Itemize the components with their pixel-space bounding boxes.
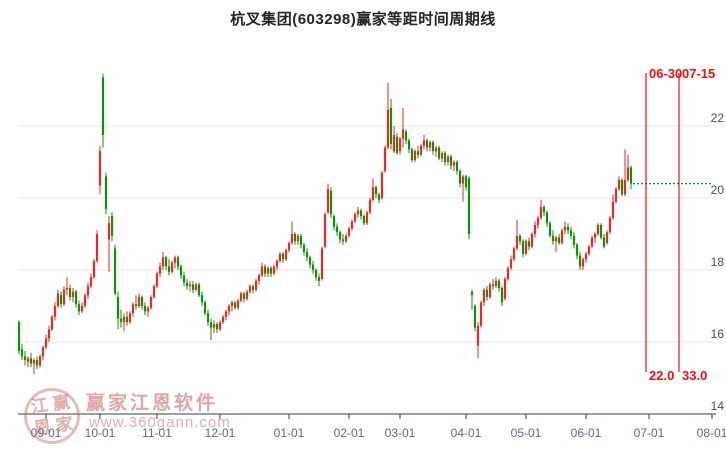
x-axis-label: 03-01 bbox=[384, 426, 416, 440]
x-axis-label: 05-01 bbox=[510, 426, 542, 440]
x-axis-label: 08-01 bbox=[696, 426, 726, 440]
x-axis-label: 07-01 bbox=[633, 426, 665, 440]
y-axis-label: 20 bbox=[710, 183, 724, 197]
x-axis-label: 09-01 bbox=[30, 426, 62, 440]
x-axis-label: 01-01 bbox=[273, 426, 305, 440]
y-axis-label: 22 bbox=[710, 111, 724, 125]
x-axis-label: 02-01 bbox=[333, 426, 365, 440]
x-axis-label: 06-01 bbox=[570, 426, 602, 440]
page-title: 杭叉集团(603298)赢家等距时间周期线 bbox=[230, 11, 496, 28]
y-axis-label: 14 bbox=[710, 399, 724, 413]
cycle-line-value-label: 22.0 bbox=[649, 368, 675, 383]
y-axis-label: 18 bbox=[710, 255, 724, 269]
x-axis-label: 12-01 bbox=[204, 426, 236, 440]
cycle-line-value-label: 33.0 bbox=[682, 368, 708, 383]
y-axis-label: 16 bbox=[710, 327, 724, 341]
cycle-line-date-label: 07-15 bbox=[682, 66, 716, 81]
x-axis-label: 04-01 bbox=[450, 426, 482, 440]
x-axis-label: 10-01 bbox=[84, 426, 116, 440]
cycle-line-date-label: 06-30 bbox=[649, 66, 683, 81]
x-axis-label: 11-01 bbox=[142, 426, 172, 440]
